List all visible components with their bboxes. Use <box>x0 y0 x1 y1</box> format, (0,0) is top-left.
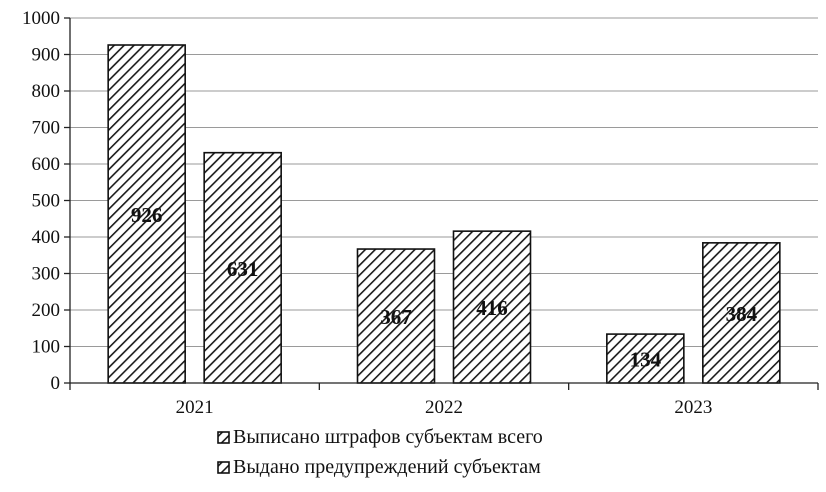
legend-swatch <box>217 461 230 474</box>
legend-entry-label: Выписано штрафов субъектам всего <box>233 426 543 448</box>
data-label: 416 <box>476 296 508 320</box>
x-category-label: 2023 <box>674 397 712 418</box>
y-tick-label: 600 <box>32 154 61 175</box>
data-label: 631 <box>227 257 259 281</box>
legend-entry-label: Выдано предупреждений субъектам <box>233 456 541 478</box>
legend-swatch <box>217 431 230 444</box>
bar-2022-series-2 <box>452 230 532 384</box>
data-label: 384 <box>726 302 758 326</box>
data-label: 367 <box>380 305 412 329</box>
bar-2023-series-2 <box>702 242 781 384</box>
y-tick-label: 100 <box>32 337 61 358</box>
y-tick-label: 300 <box>32 264 61 285</box>
y-tick-label: 700 <box>32 118 61 139</box>
legend: Выписано штрафов субъектам всего Выдано п… <box>217 426 543 478</box>
gridlines <box>70 17 818 347</box>
y-axis-tick-labels: 0 100 200 300 400 500 600 700 800 900 1000 <box>22 8 60 394</box>
bars: 926 631 367 416 134 384 <box>107 44 781 384</box>
x-axis-category-labels: 2021 2022 2023 <box>176 397 713 418</box>
y-tick-label: 900 <box>32 45 61 66</box>
bar-2023-series-1 <box>606 333 685 384</box>
x-category-label: 2022 <box>425 397 463 418</box>
axes <box>64 17 819 390</box>
y-tick-label: 800 <box>32 81 61 102</box>
y-tick-label: 0 <box>51 373 61 394</box>
data-label: 926 <box>131 203 163 227</box>
bar-2021-series-2 <box>203 151 282 384</box>
x-category-label: 2021 <box>176 397 214 418</box>
bar-2021-series-1 <box>107 44 186 384</box>
y-tick-label: 500 <box>32 191 61 212</box>
data-label: 134 <box>630 348 662 372</box>
y-tick-label: 200 <box>32 300 61 321</box>
y-tick-label: 1000 <box>22 8 60 29</box>
y-tick-label: 400 <box>32 227 61 248</box>
